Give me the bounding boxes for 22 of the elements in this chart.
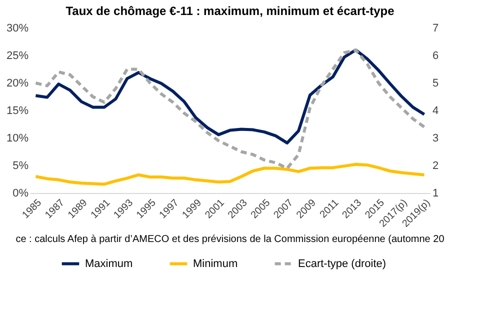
line-series (34, 48, 426, 144)
y2-tick-label: 4 (432, 105, 439, 117)
y-tick-label: 0% (12, 188, 29, 200)
chart-title: Taux de chômage €-11 : maximum, minimum et écart-type (66, 4, 395, 18)
y2-tick-label: 1 (432, 188, 439, 200)
legend-label: Minimum (193, 258, 238, 270)
y2-tick-label: 2 (432, 160, 439, 172)
y-tick-label: 15% (6, 105, 29, 117)
y-tick-label: 25% (6, 50, 29, 62)
y2-tick-label: 3 (432, 132, 439, 144)
y-tick-label: 5% (12, 160, 29, 172)
legend-label: Maximum (85, 258, 133, 270)
y-tick-label: 20% (6, 78, 29, 90)
y-tick-label: 30% (6, 22, 29, 34)
y-tick-label: 10% (6, 132, 29, 144)
y2-tick-label: 7 (432, 22, 439, 34)
line-series (34, 162, 426, 186)
legend-label: Ecart-type (droite) (298, 258, 386, 270)
y2-tick-label: 5 (432, 78, 439, 90)
text: ce : calculs Afep à partir d’AMECO et des prévisions de la Commission européenne (automne 20 (16, 234, 445, 245)
line-series (34, 48, 426, 170)
y2-tick-label: 6 (432, 50, 439, 62)
